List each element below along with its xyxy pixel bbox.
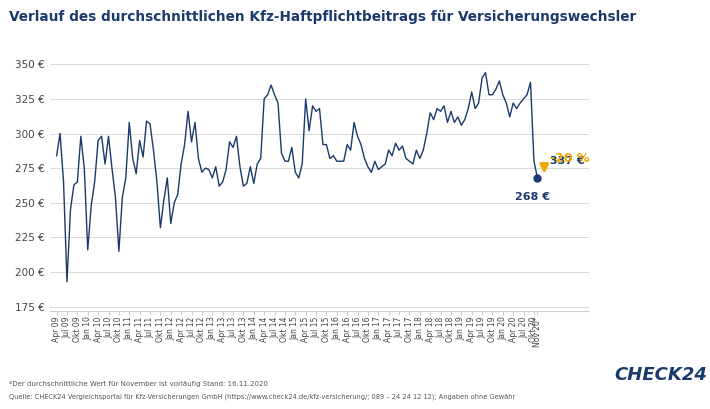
Text: CHECK24: CHECK24 xyxy=(614,366,707,384)
Text: Quelle: CHECK24 Vergleichsportal für Kfz-Versicherungen GmbH (https://www.check2: Quelle: CHECK24 Vergleichsportal für Kfz… xyxy=(9,393,515,400)
Text: Verlauf des durchschnittlichen Kfz-Haftpflichtbeitrags für Versicherungswechsler: Verlauf des durchschnittlichen Kfz-Haftp… xyxy=(9,10,635,24)
Text: *Der durchschnittliche Wert für November ist vorläufig Stand: 16.11.2020: *Der durchschnittliche Wert für November… xyxy=(9,380,268,387)
Text: 337 €: 337 € xyxy=(550,156,584,166)
Text: 268 €: 268 € xyxy=(515,192,550,202)
Text: -20 %: -20 % xyxy=(550,152,589,165)
